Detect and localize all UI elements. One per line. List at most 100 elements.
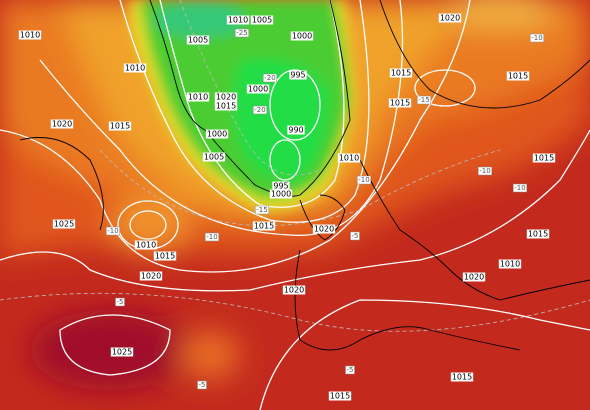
isobar-label-group: 1015 (450, 372, 474, 382)
temperature-label: -5 (352, 232, 359, 240)
temperature-label: -15 (418, 96, 429, 104)
temperature-label-group: -10 (530, 33, 544, 43)
isobar-label-background (246, 84, 270, 94)
isobar-label-group: 1020 (438, 13, 462, 23)
isobar-label-background (202, 152, 226, 162)
temperature-label-background (235, 28, 249, 38)
isobar-label-background (462, 272, 486, 282)
coastlines (19, 0, 590, 351)
temperature-label: -10 (206, 233, 217, 241)
isobar-label-background (506, 71, 530, 81)
isobar-label-group: 1000 (269, 189, 293, 199)
isobar-label: 1000 (271, 190, 291, 199)
isobar-label-group: 1010 (226, 15, 250, 25)
isobar-label: 1015 (534, 154, 554, 163)
isobar-label: 1020 (141, 272, 161, 281)
temperature-label: -25 (236, 29, 247, 37)
isobar-label-background (153, 251, 177, 261)
isobar-label-background (50, 119, 74, 129)
temperature-label: -20 (254, 106, 265, 114)
isobar-label: 1020 (464, 273, 484, 282)
temperature-label-background (115, 297, 125, 307)
isobar-label-group: 1025 (110, 347, 134, 357)
isobar-label-background (438, 13, 462, 23)
isobar-label: 995 (290, 71, 305, 80)
temperature-label: -5 (199, 381, 206, 389)
isobar-label-group: 1010 (498, 259, 522, 269)
temperature-label: -10 (107, 227, 118, 235)
isobar-label: 1025 (112, 348, 132, 357)
isobar-label-background (226, 15, 250, 25)
isobar-label-background (389, 68, 413, 78)
isobar-label: 1025 (54, 220, 74, 229)
temperature-label-background (350, 231, 360, 241)
isobar-label-background (108, 121, 132, 131)
temperature-label-background (205, 232, 219, 242)
isobar-label-group: 1020 (214, 92, 238, 102)
isobar-label: 1000 (207, 130, 227, 139)
isobar-label-group: 1005 (186, 35, 210, 45)
isobar-label-background (282, 285, 306, 295)
temperature-label-background (530, 33, 544, 43)
isobar-label-group: 1015 (506, 71, 530, 81)
isobar-label-group: 1015 (389, 68, 413, 78)
temperature-label-group: -20 (253, 105, 267, 115)
temperature-label: -15 (256, 206, 267, 214)
isobar-label-group: 1005 (250, 15, 274, 25)
temperature-label-group: -5 (115, 297, 125, 307)
temperature-label-background (197, 380, 207, 390)
isobar-label-group: 1010 (18, 30, 42, 40)
temperature-label-group: -5 (197, 380, 207, 390)
isobar-label-group: 1010 (134, 240, 158, 250)
isobar-label-group: 995 (272, 181, 290, 191)
temperature-label-group: -20 (263, 73, 277, 83)
isobar-label-background (269, 189, 293, 199)
isobar-label: 1015 (216, 102, 236, 111)
temperature-label-group: -25 (235, 28, 249, 38)
isobar-label-background (328, 391, 352, 401)
temperature-label-group: -5 (345, 365, 355, 375)
isobar-label-group: 1015 (532, 153, 556, 163)
isobar-label: 1020 (216, 93, 236, 102)
isobar-label-background (139, 271, 163, 281)
isobar-label-group: 1015 (153, 251, 177, 261)
isobar-label-group: 1020 (462, 272, 486, 282)
temperature-label: -10 (358, 176, 369, 184)
isobar-label-group: 995 (289, 70, 307, 80)
isobar-label: 1010 (500, 260, 520, 269)
isobar-label: 1010 (136, 241, 156, 250)
temperature-label-group: -10 (513, 183, 527, 193)
isobar-label: 1015 (110, 122, 130, 131)
temperature-label: -10 (514, 184, 525, 192)
isobar-label-group: 1020 (50, 119, 74, 129)
isobar-label: 1005 (252, 16, 272, 25)
isobar-label-group: 1015 (214, 101, 238, 111)
isobar-label-background (526, 229, 550, 239)
isobar-label-background (123, 63, 147, 73)
temperature-label-background (478, 166, 492, 176)
isobar-label-background (134, 240, 158, 250)
temperature-label-group: -15 (255, 205, 269, 215)
isobar-label-background (532, 153, 556, 163)
isobar-label-background (290, 31, 314, 41)
isobar-label: 1010 (188, 93, 208, 102)
temperature-label-group: -10 (106, 226, 120, 236)
temperature-label-group: -10 (205, 232, 219, 242)
isobar-label-group: 1025 (52, 219, 76, 229)
isobar-label-background (214, 101, 238, 111)
isobar-label-group: 1015 (108, 121, 132, 131)
isobar-label-background (337, 153, 361, 163)
isobar-label-background (498, 259, 522, 269)
isobar-label-group: 1005 (202, 152, 226, 162)
isobar-label: 1000 (248, 85, 268, 94)
isobar-label: 1010 (228, 16, 248, 25)
isobar-label-group: 1010 (186, 92, 210, 102)
isobar-label: 1005 (188, 36, 208, 45)
isobar-label: 1010 (339, 154, 359, 163)
isobar-label: 1010 (20, 31, 40, 40)
isobar-label-background (205, 129, 229, 139)
isobar-label-group: 1015 (252, 221, 276, 231)
isobar-label-background (250, 15, 274, 25)
